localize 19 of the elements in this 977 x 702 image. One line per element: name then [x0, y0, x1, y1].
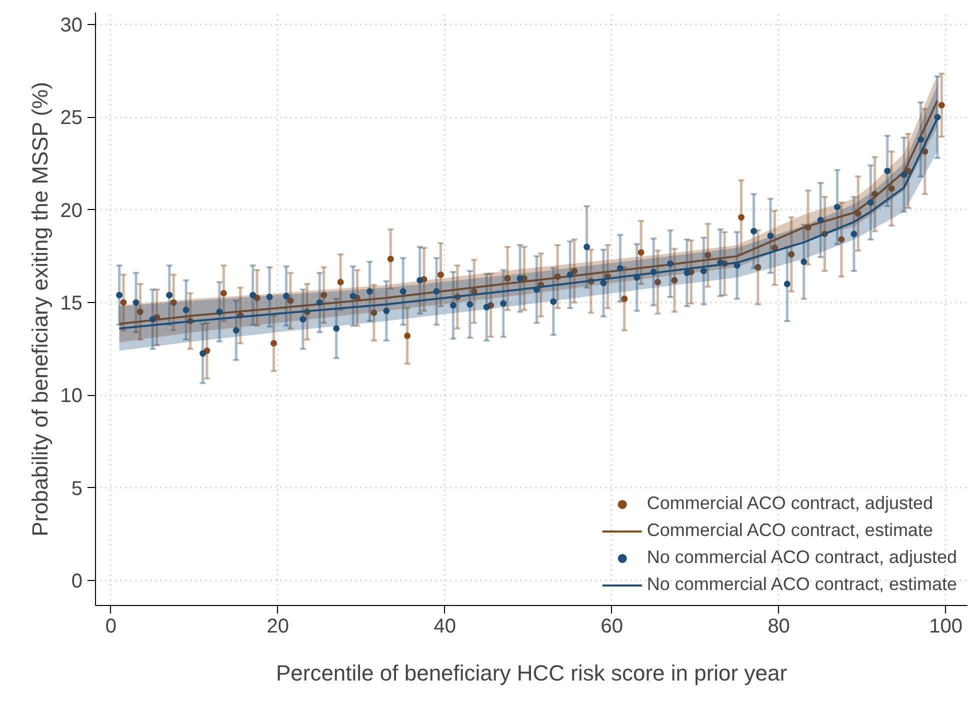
y-tick-label: 30	[60, 14, 83, 37]
x-tick-label: 40	[434, 616, 456, 638]
x-axis-title: Percentile of beneficiary HCC risk score in prior year	[276, 660, 788, 686]
legend-label: Commercial ACO contract, estimate	[646, 520, 933, 541]
y-tick-label: 10	[60, 385, 83, 408]
x-tick-label: 60	[600, 616, 623, 638]
x-tick-label: 100	[929, 616, 962, 638]
x-tick-label: 20	[266, 616, 290, 638]
y-tick-label: 20	[60, 200, 83, 222]
y-axis-title: Probability of beneficiary exiting the MSSP (%)	[27, 82, 52, 536]
y-tick-label: 0	[71, 570, 82, 592]
legend-label: No commercial ACO contract, estimate	[646, 574, 957, 595]
x-tick-label: 0	[105, 616, 117, 638]
y-tick-label: 15	[60, 292, 83, 315]
legend-label: No commercial ACO contract, adjusted	[646, 547, 957, 568]
legend-label: Commercial ACO contract, adjusted	[646, 493, 933, 514]
y-tick-label: 5	[71, 478, 82, 500]
x-tick-label: 80	[768, 616, 790, 638]
y-tick-label: 25	[60, 107, 83, 130]
